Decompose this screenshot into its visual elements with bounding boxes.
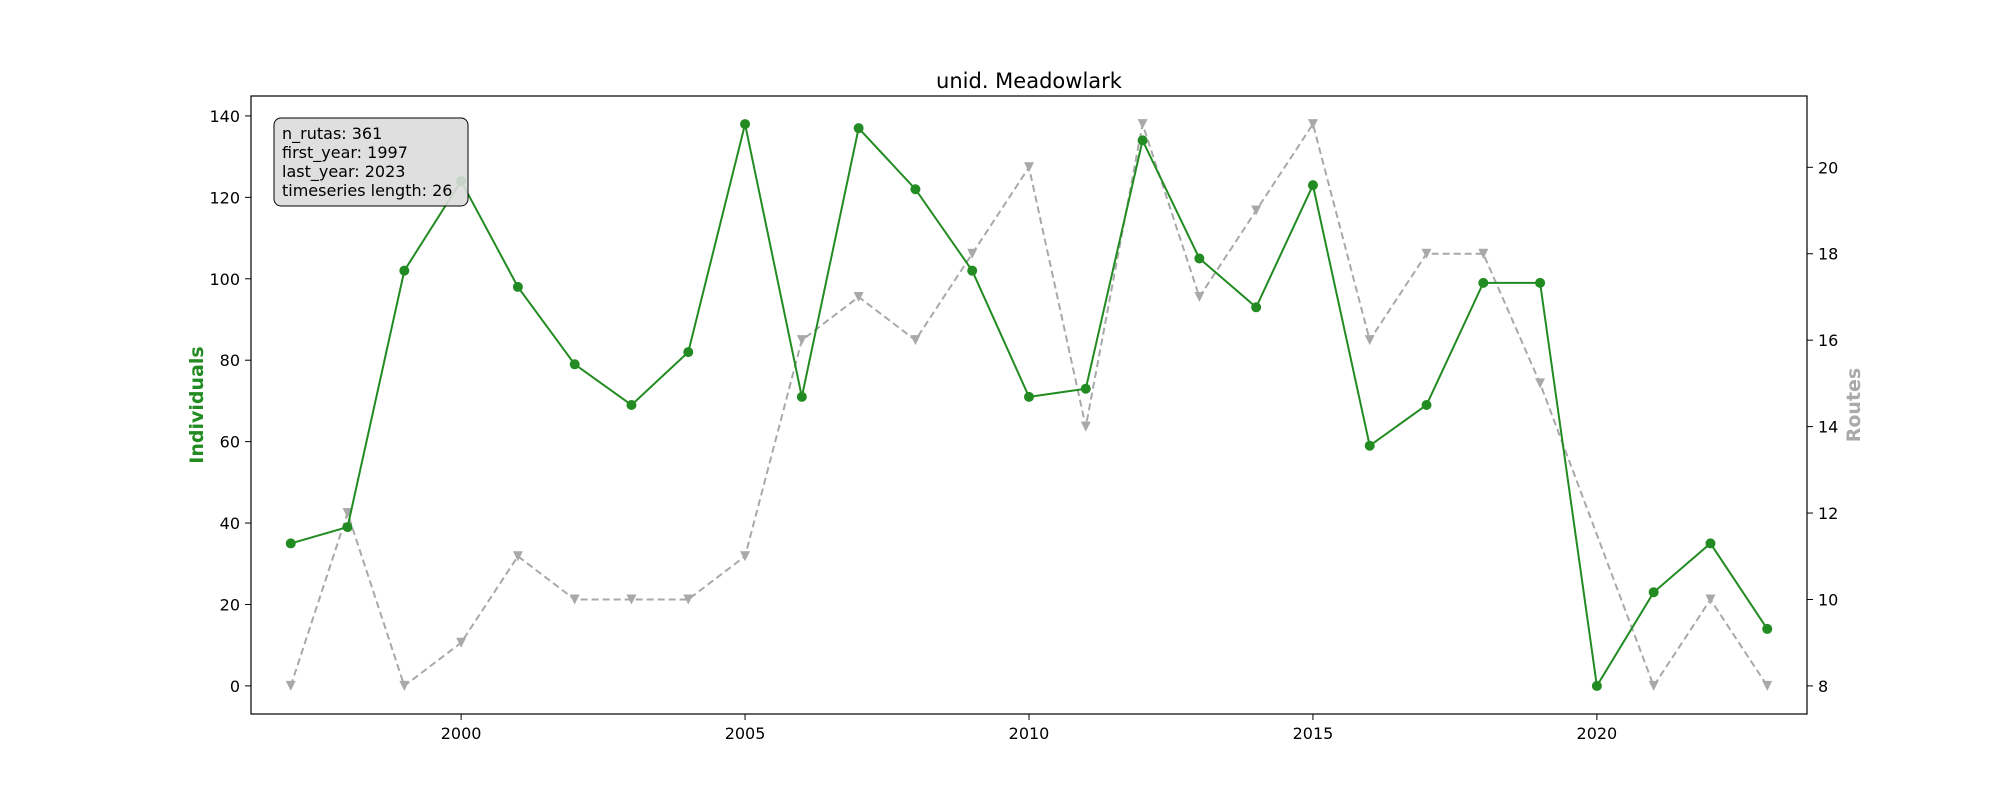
individuals-point (683, 347, 694, 358)
routes-point (1478, 248, 1489, 259)
routes-point (740, 551, 751, 562)
y-left-tick-label: 80 (220, 351, 240, 370)
routes-point (1421, 248, 1432, 259)
individuals-point (853, 123, 864, 134)
routes-point (1762, 680, 1773, 691)
info-line-first-year: first_year: 1997 (282, 143, 408, 163)
x-tick-label: 2020 (1577, 724, 1618, 743)
individuals-point (512, 281, 523, 292)
individuals-point (399, 265, 410, 276)
info-box-background (273, 117, 469, 207)
routes-point (796, 335, 807, 346)
individuals-point (1364, 440, 1375, 451)
routes-point (683, 594, 694, 605)
info-line-last-year: last_year: 2023 (282, 162, 405, 182)
x-axis: 2000 2005 2010 2015 2020 (441, 714, 1617, 743)
routes-point (1080, 421, 1091, 432)
individuals-point (1591, 680, 1602, 691)
routes-point (1194, 291, 1205, 302)
y-right-tick-label: 8 (1818, 677, 1828, 696)
y-left-tick-label: 140 (209, 107, 240, 126)
routes-point (1137, 119, 1148, 130)
plot-area (285, 119, 1773, 691)
individuals-point (910, 184, 921, 195)
individuals-point (1705, 538, 1716, 549)
x-tick-label: 2000 (441, 724, 482, 743)
routes-point (342, 508, 353, 519)
routes-point (967, 248, 978, 259)
routes-point (853, 291, 864, 302)
routes-line (289, 121, 1769, 689)
routes-point (399, 680, 410, 691)
y-left-tick-label: 20 (220, 595, 240, 614)
routes-point (1307, 119, 1318, 130)
individuals-point (1762, 623, 1773, 634)
individuals-point (1307, 180, 1318, 191)
y-right-tick-label: 20 (1818, 158, 1838, 177)
y-right-tick-label: 14 (1818, 418, 1838, 437)
routes-point (285, 680, 296, 691)
individuals-point (1251, 302, 1262, 313)
info-line-timeseries-length: timeseries length: 26 (282, 181, 452, 200)
routes-point (512, 551, 523, 562)
individuals-point (1024, 391, 1034, 402)
y-axis-right: 8 10 12 14 16 18 20 (1807, 158, 1838, 696)
x-tick-label: 2015 (1293, 724, 1334, 743)
routes-point (1535, 378, 1546, 389)
routes-point (1024, 162, 1034, 173)
plot-frame (250, 95, 1808, 715)
y-left-tick-label: 40 (220, 514, 240, 533)
individuals-point (1535, 277, 1546, 288)
y-right-tick-label: 16 (1818, 331, 1838, 350)
individuals-point (626, 400, 637, 410)
routes-point (1251, 205, 1262, 216)
info-line-n-rutas: n_rutas: 361 (282, 124, 382, 144)
routes-point (1648, 680, 1659, 691)
individuals-line (290, 123, 1769, 689)
individuals-point (740, 119, 751, 130)
individuals-point (796, 391, 807, 402)
routes-point (1364, 335, 1375, 346)
routes-point (1705, 594, 1716, 605)
y-right-tick-label: 10 (1818, 590, 1838, 609)
y-left-tick-label: 120 (209, 188, 240, 207)
routes-point (910, 335, 921, 346)
individuals-point (967, 265, 978, 276)
y-axis-left-label: Individuals (186, 346, 208, 463)
individuals-point (285, 538, 296, 549)
y-right-tick-label: 12 (1818, 504, 1838, 523)
y-left-tick-label: 100 (209, 270, 240, 289)
individuals-point (1194, 253, 1205, 264)
individuals-point (1137, 135, 1148, 146)
routes-point (626, 594, 637, 605)
individuals-point (342, 522, 353, 533)
routes-point (569, 594, 580, 605)
x-tick-label: 2005 (725, 724, 766, 743)
y-axis-left: 0 20 40 60 80 100 120 140 (209, 107, 251, 696)
y-left-tick-label: 0 (230, 677, 240, 696)
info-box: n_rutas: 361 first_year: 1997 last_year:… (273, 117, 469, 207)
chart-title: unid. Meadowlark (936, 69, 1123, 93)
individuals-point (1421, 400, 1432, 410)
individuals-point (1080, 383, 1091, 394)
y-left-tick-label: 60 (220, 433, 240, 452)
individuals-point (1648, 587, 1659, 598)
y-axis-right-label: Routes (1843, 368, 1865, 443)
individuals-point (1478, 277, 1489, 288)
x-tick-label: 2010 (1009, 724, 1050, 743)
routes-point (456, 637, 467, 648)
individuals-point (569, 359, 580, 370)
y-right-tick-label: 18 (1818, 245, 1838, 264)
